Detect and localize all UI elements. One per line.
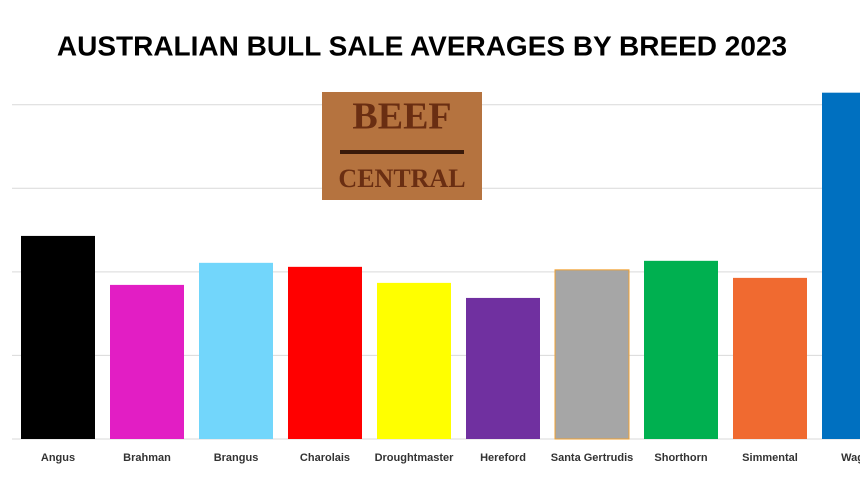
logo-text: BEEF xyxy=(352,96,451,138)
bar xyxy=(288,266,362,439)
bar xyxy=(822,92,860,440)
bar xyxy=(733,277,807,439)
x-tick-label: Angus xyxy=(40,452,76,464)
x-tick-label: Brahman xyxy=(123,452,171,464)
x-tick-label: Hereford xyxy=(480,452,526,464)
x-tick-label: Charolais xyxy=(299,452,351,464)
x-tick-label: Simmental xyxy=(742,452,798,464)
x-tick-label: Brangus xyxy=(213,452,259,464)
bar xyxy=(644,260,718,439)
x-tick-label: Santa Gertrudis xyxy=(550,452,634,464)
x-tick-label: Shorthorn xyxy=(654,452,708,464)
bar xyxy=(377,282,451,439)
chart-title: AUSTRALIAN BULL SALE AVERAGES BY BREED 2… xyxy=(57,30,787,61)
bar xyxy=(466,297,540,439)
x-tick-label: Droughtmaster xyxy=(374,452,454,464)
bar xyxy=(199,262,273,439)
logo-text: CENTRAL xyxy=(338,164,465,193)
bar xyxy=(554,269,630,440)
x-tick-label: Wagyu xyxy=(841,452,860,464)
bar xyxy=(21,235,95,439)
logo-bg xyxy=(322,92,482,200)
bar xyxy=(110,284,184,439)
